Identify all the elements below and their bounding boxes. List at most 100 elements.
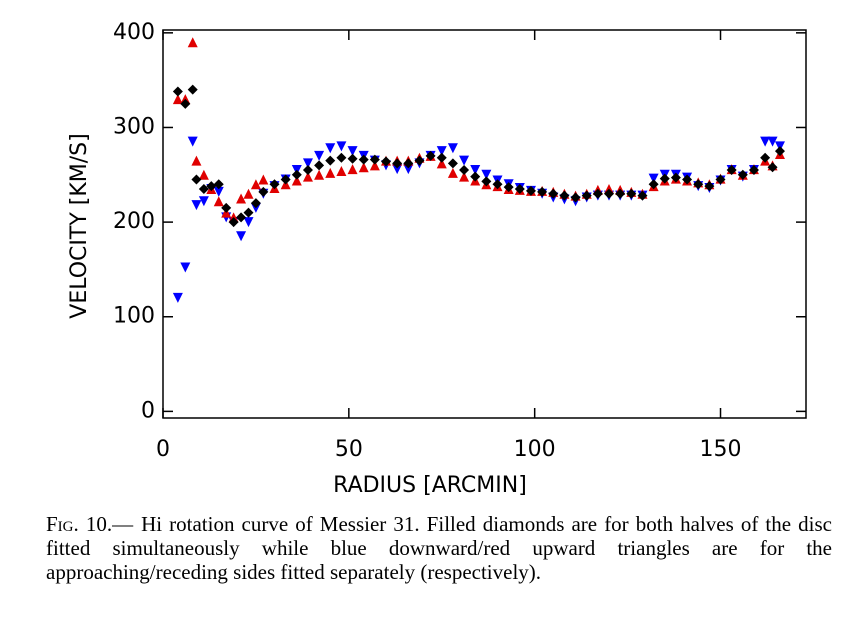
data-point xyxy=(447,143,458,154)
data-point xyxy=(436,146,447,157)
data-point xyxy=(459,165,470,176)
data-point xyxy=(258,186,269,197)
data-point xyxy=(172,292,183,303)
data-point xyxy=(191,155,202,166)
data-point xyxy=(336,166,347,177)
data-point xyxy=(236,193,247,204)
data-point xyxy=(250,179,261,190)
data-point xyxy=(760,136,771,147)
data-point xyxy=(250,198,261,209)
data-point xyxy=(581,190,592,201)
data-point xyxy=(592,188,603,199)
data-point xyxy=(243,217,254,228)
data-point xyxy=(269,179,280,190)
data-point xyxy=(369,160,380,171)
data-point xyxy=(325,167,336,178)
data-point xyxy=(392,158,403,169)
plot-frame xyxy=(162,29,807,419)
data-point xyxy=(336,152,347,163)
data-point xyxy=(459,171,470,182)
data-point xyxy=(187,84,198,95)
data-point xyxy=(726,165,737,176)
data-point xyxy=(381,156,392,167)
data-point xyxy=(503,182,514,193)
data-point xyxy=(314,150,325,161)
data-point xyxy=(187,37,198,48)
data-point xyxy=(358,162,369,173)
data-point xyxy=(236,231,247,242)
data-point xyxy=(302,165,313,176)
data-point xyxy=(213,196,224,207)
data-point xyxy=(314,169,325,180)
data-point xyxy=(198,169,209,180)
data-point xyxy=(715,174,726,185)
data-point xyxy=(213,179,224,190)
chart: RADIUS [ARCMIN] VELOCITY [KM/S] 0 50 100 15… xyxy=(67,20,807,498)
data-point xyxy=(748,165,759,176)
data-point xyxy=(637,190,648,201)
data-point xyxy=(767,162,778,173)
data-point xyxy=(774,146,785,157)
caption-label: Fig. 10.— xyxy=(46,512,134,536)
data-point xyxy=(302,171,313,182)
data-point xyxy=(682,174,693,185)
data-point xyxy=(198,196,209,207)
data-point xyxy=(514,183,525,194)
x-tick-label: 50 xyxy=(335,437,363,462)
data-point xyxy=(325,155,336,166)
data-point xyxy=(615,188,626,199)
data-point xyxy=(358,154,369,165)
x-tick-label: 0 xyxy=(156,437,170,462)
data-point xyxy=(414,155,425,166)
data-point xyxy=(737,169,748,180)
y-tick-label: 400 xyxy=(113,20,155,45)
x-tick-label: 150 xyxy=(700,437,742,462)
data-point xyxy=(180,98,191,109)
data-point xyxy=(228,217,239,228)
data-point xyxy=(191,174,202,185)
y-tick-label: 0 xyxy=(141,398,155,423)
data-point xyxy=(559,190,570,201)
data-point xyxy=(392,164,403,175)
data-point xyxy=(648,179,659,190)
data-point xyxy=(347,153,358,164)
data-point xyxy=(648,173,659,184)
data-point xyxy=(537,186,548,197)
data-point xyxy=(481,169,492,180)
data-point xyxy=(548,188,559,199)
data-point xyxy=(236,212,247,223)
data-point xyxy=(470,171,481,182)
data-point xyxy=(291,169,302,180)
data-point xyxy=(206,181,217,192)
data-point xyxy=(258,174,269,185)
y-axis-label: VELOCITY [KM/S] xyxy=(67,133,92,318)
data-point xyxy=(325,143,336,154)
data-point xyxy=(314,160,325,171)
data-point xyxy=(221,202,232,213)
data-point xyxy=(459,155,470,166)
data-point xyxy=(670,172,681,183)
data-point xyxy=(403,164,414,175)
data-point xyxy=(280,174,291,185)
caption-text: Hi rotation curve of Messier 31. Filled … xyxy=(46,512,832,584)
data-point xyxy=(626,188,637,199)
data-point xyxy=(570,192,581,203)
data-point xyxy=(172,86,183,97)
data-point xyxy=(470,165,481,176)
x-axis-label: RADIUS [ARCMIN] xyxy=(333,473,527,498)
data-point xyxy=(447,167,458,178)
data-point xyxy=(180,262,191,273)
data-point xyxy=(604,188,615,199)
data-point xyxy=(336,141,347,152)
y-tick-label: 200 xyxy=(113,209,155,234)
data-point xyxy=(767,136,778,147)
y-tick-label: 300 xyxy=(113,114,155,139)
y-tick-label: 100 xyxy=(113,304,155,329)
data-point xyxy=(347,146,358,157)
data-point xyxy=(347,164,358,175)
data-point xyxy=(213,186,224,197)
data-point xyxy=(403,158,414,169)
data-point xyxy=(447,158,458,169)
data-point xyxy=(198,183,209,194)
